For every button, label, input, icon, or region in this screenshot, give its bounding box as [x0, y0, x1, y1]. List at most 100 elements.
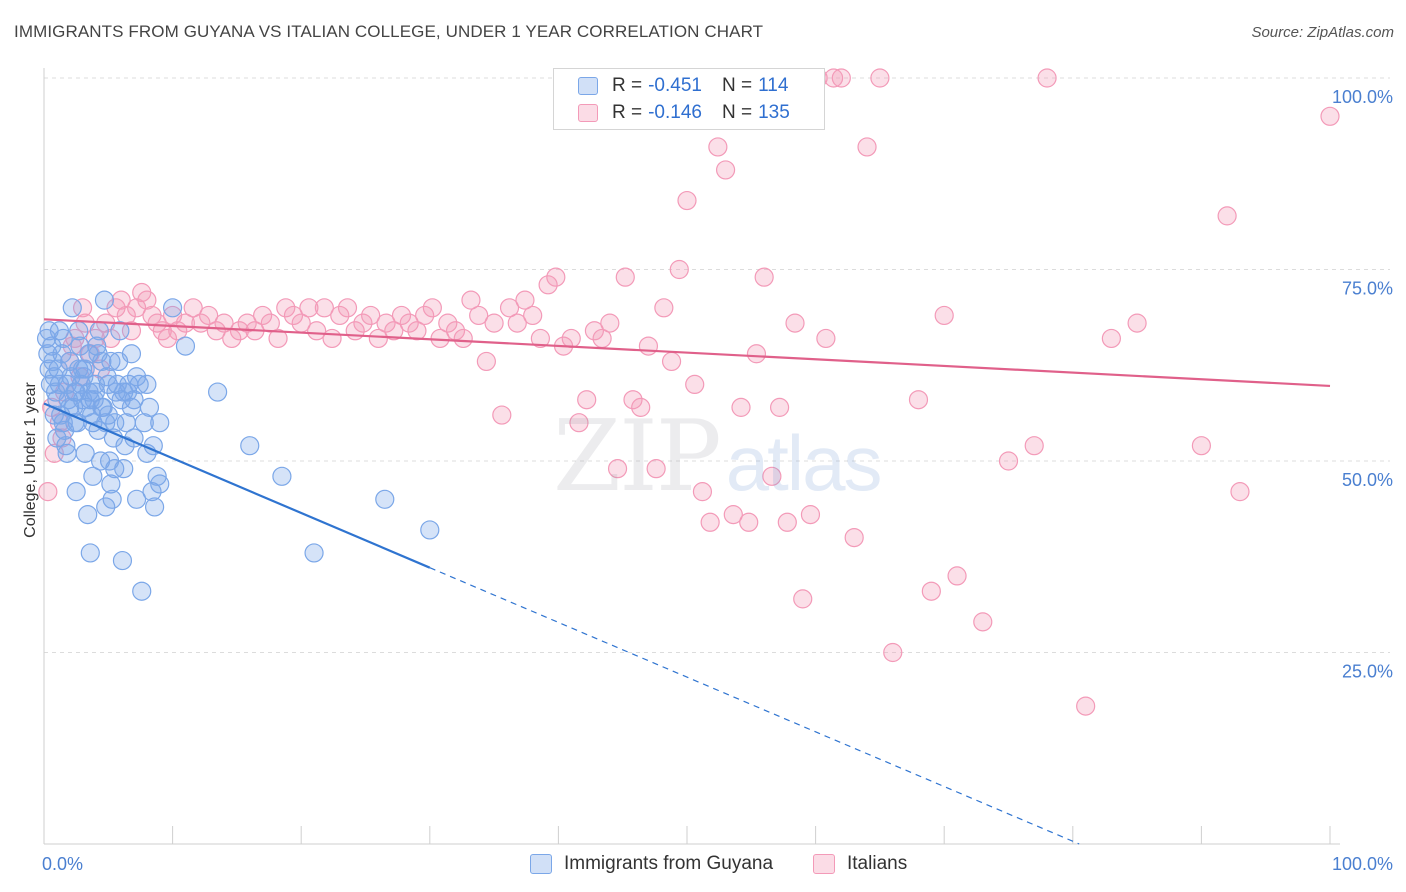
italians-point — [253, 305, 273, 326]
italians-point — [368, 328, 388, 349]
guyana-point — [49, 374, 70, 394]
italians-point — [584, 321, 605, 341]
guyana-legend-swatch-icon — [530, 854, 552, 874]
n-value: 114 — [758, 75, 789, 96]
italians-legend-swatch-icon — [813, 854, 835, 874]
guyana-point — [105, 413, 125, 433]
italians-point — [754, 267, 774, 287]
italians-point — [322, 328, 342, 349]
guyana-point — [114, 459, 134, 479]
guyana-point — [66, 482, 86, 502]
guyana-point — [375, 489, 395, 509]
guyana-point — [39, 321, 59, 341]
italians-point — [600, 313, 620, 333]
italians-point — [844, 527, 864, 548]
italians-point — [415, 305, 435, 326]
italians-point — [870, 68, 890, 88]
source-label[interactable]: Source: ZipAtlas.com — [1251, 24, 1394, 41]
italians-point — [337, 298, 358, 318]
guyana-point — [97, 367, 117, 387]
italians-point — [769, 397, 790, 417]
italians-point — [1217, 206, 1237, 226]
watermark-atlas: atlas — [725, 419, 883, 507]
italians-point — [453, 328, 473, 349]
italians-point — [723, 505, 743, 525]
italians-point — [857, 137, 877, 157]
r-label: R = — [612, 75, 643, 96]
italians-point — [391, 305, 412, 326]
italians-point — [484, 313, 504, 333]
italians-point — [777, 512, 797, 532]
guyana-point — [121, 344, 142, 364]
guyana-point — [208, 382, 228, 402]
italians-point — [384, 321, 404, 341]
italians-swatch-icon — [578, 104, 598, 122]
watermark-zip: ZIP — [553, 400, 722, 514]
italians-point — [816, 328, 836, 349]
grid-lines — [44, 77, 1390, 653]
italians-point — [607, 459, 628, 479]
guyana-point — [147, 466, 167, 486]
italians-point — [461, 290, 481, 310]
italians-trend-line — [43, 318, 1331, 388]
italians-point — [137, 290, 157, 310]
guyana-point — [74, 367, 94, 387]
italians-point — [661, 351, 682, 372]
italians-point — [407, 321, 427, 341]
italians-point — [314, 298, 334, 318]
italians-point — [947, 566, 967, 586]
italians-point — [422, 298, 442, 318]
italians-point — [715, 160, 736, 180]
italians-point — [1037, 68, 1057, 88]
guyana-point — [83, 466, 103, 486]
italians-point — [1230, 482, 1250, 502]
guyana-point — [101, 474, 121, 494]
guyana-point — [129, 374, 149, 394]
y-tick-label: 100.0% — [1332, 87, 1393, 107]
italians-point — [638, 336, 659, 356]
guyana-point — [98, 405, 118, 425]
guyana-point — [132, 581, 152, 601]
guyana-point — [142, 482, 162, 502]
italians-point — [1076, 696, 1096, 716]
italians-point — [692, 482, 713, 502]
italians-point — [330, 305, 350, 326]
italians-point — [469, 305, 489, 326]
legend-item-italians[interactable]: Italians — [813, 850, 907, 878]
italians-point — [111, 290, 131, 310]
guyana-swatch-icon — [578, 77, 598, 95]
italians-point — [538, 275, 558, 295]
legend-item-guyana[interactable]: Immigrants from Guyana — [530, 850, 773, 878]
y-tick-label: 50.0% — [1342, 470, 1393, 490]
italians-point — [1101, 328, 1121, 349]
italians-point — [268, 328, 288, 349]
italians-point — [283, 305, 304, 326]
guyana-point — [110, 321, 130, 341]
guyana-point — [49, 321, 70, 341]
guyana-point — [78, 505, 98, 525]
guyana-point — [175, 336, 196, 356]
r-label: R = — [612, 102, 643, 123]
guyana-point — [94, 290, 115, 310]
italians-point — [546, 267, 566, 287]
guyana-point — [272, 466, 292, 486]
correlation-legend: R = -0.451 N = 114 R = -0.146 N = 135 — [553, 68, 825, 130]
italians-point — [654, 298, 674, 318]
n-label: N = — [721, 102, 753, 123]
guyana-point — [112, 550, 133, 571]
guyana-point — [124, 390, 144, 410]
italians-points — [38, 68, 1340, 716]
y-axis-title: College, Under 1 year — [22, 382, 39, 538]
italians-point — [700, 512, 720, 532]
italians-point — [72, 298, 93, 318]
guyana-point — [126, 489, 147, 509]
legend-row-italians: R = -0.146 N = 135 — [578, 100, 790, 126]
italians-point — [685, 374, 705, 394]
italians-point — [276, 298, 296, 318]
tick-labels: 25.0% 50.0% 75.0% 100.0% 0.0% 100.0% — [42, 87, 1393, 874]
italians-point — [38, 482, 58, 502]
guyana-point — [420, 520, 440, 540]
italians-point — [677, 190, 697, 211]
guyana-point — [126, 367, 147, 387]
